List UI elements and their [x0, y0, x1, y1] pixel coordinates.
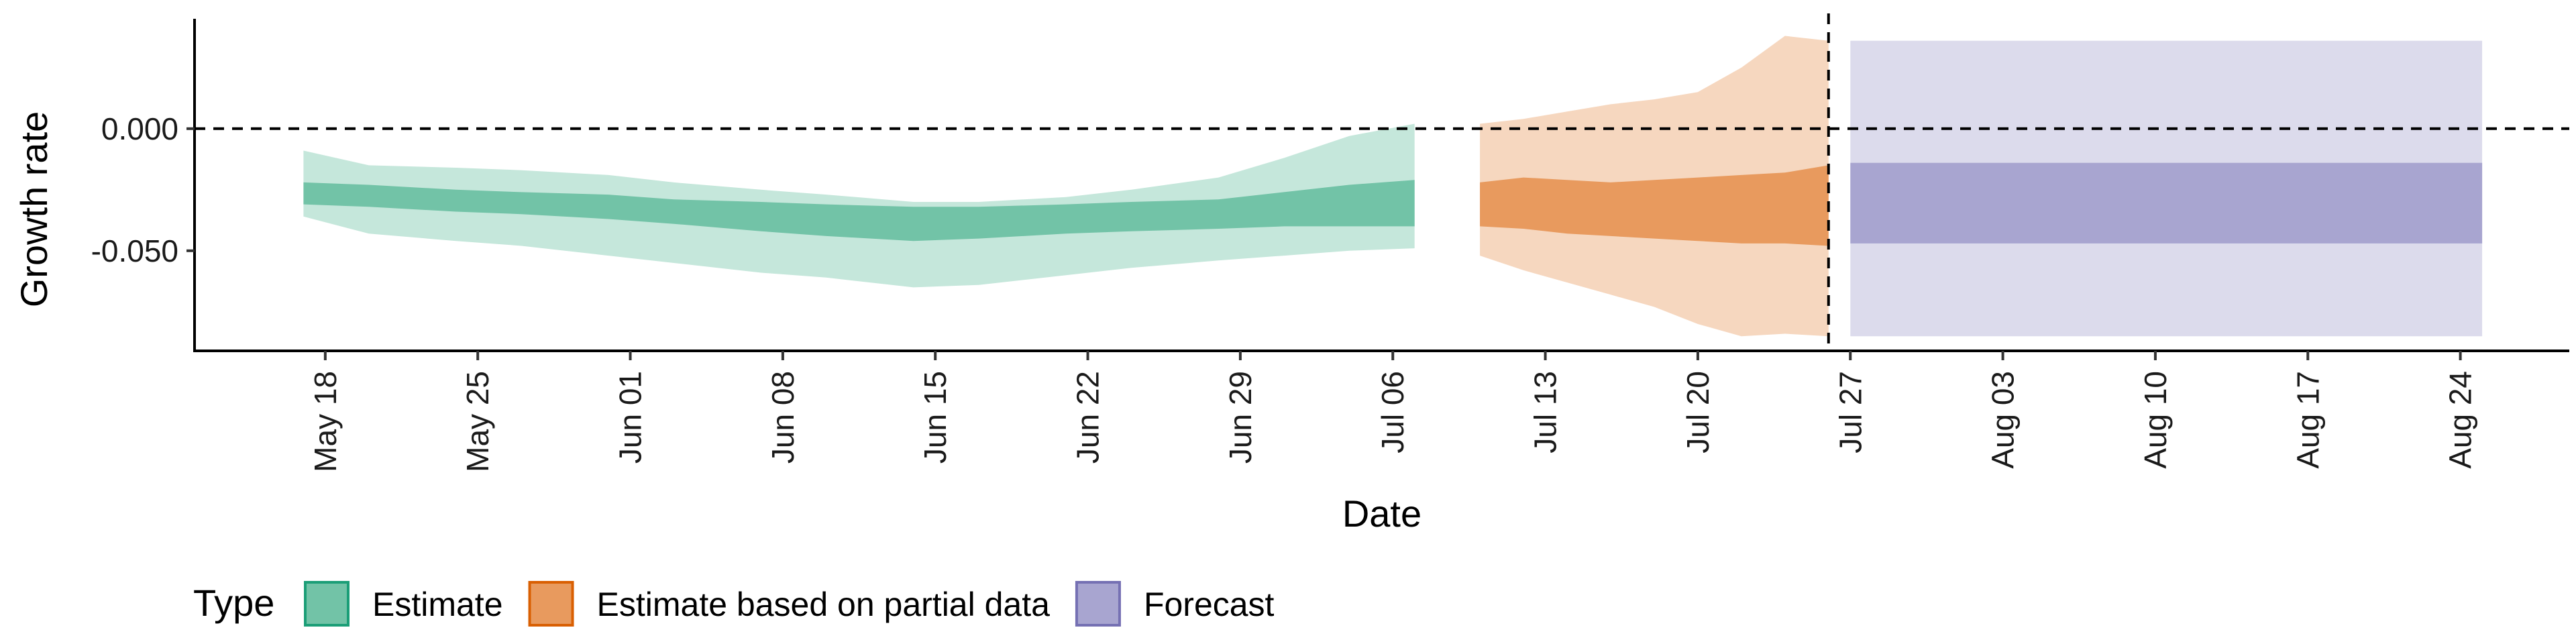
x-tick-label: Jun 01	[613, 371, 648, 464]
x-tick-label: Aug 17	[2290, 371, 2325, 469]
legend-key-estimate-based-on-partial-data	[528, 581, 574, 627]
x-tick-label: Jun 22	[1071, 371, 1106, 464]
x-tick-label: May 25	[460, 371, 495, 472]
estimate-based-on-partial-data-inner-band	[1480, 165, 1829, 246]
legend-label-estimate: Estimate	[372, 586, 503, 623]
y-tick-label: 0.000	[101, 111, 178, 146]
x-axis-title: Date	[1342, 492, 1421, 535]
legend-label-forecast: Forecast	[1144, 586, 1275, 623]
y-axis-title: Growth rate	[13, 111, 55, 308]
x-tick-label: Jun 15	[918, 371, 953, 464]
estimate-inner-band	[303, 180, 1415, 241]
x-tick-label: May 18	[308, 371, 343, 472]
y-tick-label: -0.050	[91, 233, 178, 268]
legend: Type Estimate Estimate based on partial d…	[193, 581, 1275, 627]
x-tick-label: Jul 06	[1375, 371, 1410, 453]
x-tick-label: Jun 29	[1223, 371, 1258, 464]
x-tick-label: Jul 20	[1680, 371, 1715, 453]
legend-title: Type	[193, 582, 274, 624]
x-tick-label: Jul 13	[1528, 371, 1563, 453]
x-tick-label: Aug 03	[1986, 371, 2021, 469]
legend-key-forecast	[1075, 581, 1121, 627]
legend-label-estimate-based-on-partial-data: Estimate based on partial data	[597, 586, 1051, 623]
x-tick-label: Jul 27	[1833, 371, 1868, 453]
x-tick-label: Aug 24	[2443, 371, 2478, 469]
bands-layer	[303, 36, 2483, 337]
forecast-inner-band	[1850, 162, 2483, 244]
axes	[193, 19, 2569, 352]
ticks: 0.000 -0.050 May 18 May 25 Jun 01 Jun 08 Jun 1…	[91, 111, 2478, 472]
legend-key-estimate	[304, 581, 350, 627]
x-tick-label: Jun 08	[765, 371, 800, 464]
reference-lines	[195, 13, 2569, 351]
x-tick-label: Aug 10	[2138, 371, 2173, 469]
